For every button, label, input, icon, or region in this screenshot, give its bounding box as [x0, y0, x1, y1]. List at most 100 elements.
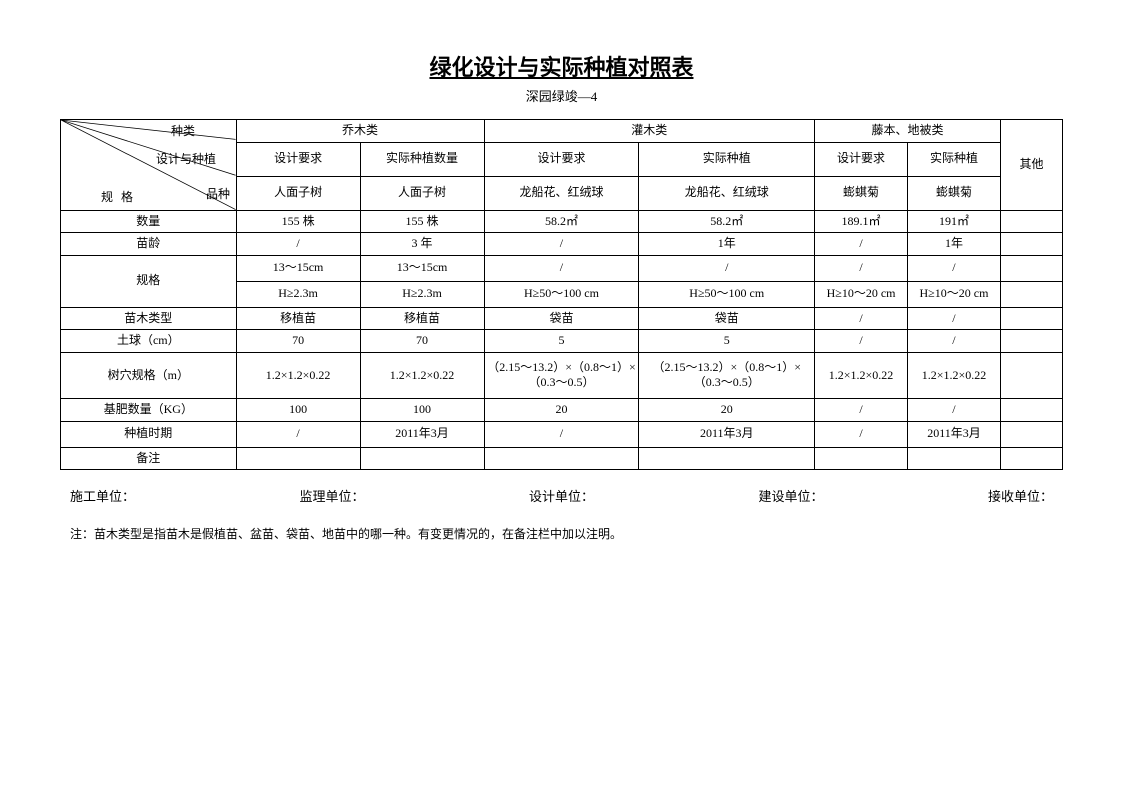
row-qty-label: 数量	[61, 210, 237, 233]
species-shrub-1: 龙船花、红绒球	[484, 176, 639, 210]
species-tree-1: 人面子树	[236, 176, 360, 210]
table-cell: /	[815, 307, 908, 330]
table-cell: /	[815, 255, 908, 281]
diag-label-bot: 规格	[101, 190, 141, 206]
sig-construction: 施工单位：	[70, 486, 135, 505]
table-cell: 20	[484, 398, 639, 421]
col-vine-design: 设计要求	[815, 142, 908, 176]
table-cell: 155 株	[236, 210, 360, 233]
table-cell: 1年	[908, 233, 1001, 256]
table-cell: /	[484, 255, 639, 281]
table-cell	[1000, 210, 1062, 233]
table-cell	[1000, 255, 1062, 281]
table-cell: 1年	[639, 233, 815, 256]
row-type-label: 苗木类型	[61, 307, 237, 330]
table-cell: 100	[360, 398, 484, 421]
table-cell	[639, 447, 815, 470]
table-cell: 58.2㎡	[639, 210, 815, 233]
table-cell: 58.2㎡	[484, 210, 639, 233]
col-tree-actual: 实际种植数量	[360, 142, 484, 176]
table-cell: H≥10～20 cm	[908, 281, 1001, 307]
table-cell: /	[815, 398, 908, 421]
col-group-tree: 乔木类	[236, 120, 484, 143]
table-cell: 移植苗	[360, 307, 484, 330]
col-other: 其他	[1000, 120, 1062, 211]
table-cell	[1000, 307, 1062, 330]
row-age-label: 苗龄	[61, 233, 237, 256]
row-remark-label: 备注	[61, 447, 237, 470]
diag-label-top: 种类	[171, 124, 195, 140]
table-cell: /	[908, 307, 1001, 330]
species-vine-1: 蟛蜞菊	[815, 176, 908, 210]
table-cell: 13～15cm	[236, 255, 360, 281]
table-cell: H≥2.3m	[236, 281, 360, 307]
row-time-label: 种植时期	[61, 421, 237, 447]
table-cell: 70	[360, 330, 484, 353]
table-cell: /	[908, 398, 1001, 421]
table-cell	[236, 447, 360, 470]
table-cell: 5	[639, 330, 815, 353]
table-cell	[360, 447, 484, 470]
table-cell	[1000, 281, 1062, 307]
table-cell: 移植苗	[236, 307, 360, 330]
sig-build: 建设单位：	[758, 486, 823, 505]
table-cell: 1.2×1.2×0.22	[236, 352, 360, 398]
table-cell: /	[908, 255, 1001, 281]
diag-label-low: 品种	[206, 187, 230, 203]
col-tree-design: 设计要求	[236, 142, 360, 176]
table-cell: 1.2×1.2×0.22	[908, 352, 1001, 398]
table-cell: H≥50～100 cm	[484, 281, 639, 307]
page-subtitle: 深园绿竣—4	[60, 86, 1063, 105]
table-cell: 3 年	[360, 233, 484, 256]
diagonal-header: 种类 设计与种植 品种 规格	[61, 120, 237, 211]
diag-label-mid: 设计与种植	[156, 152, 216, 168]
table-cell: /	[908, 330, 1001, 353]
signature-row: 施工单位： 监理单位： 设计单位： 建设单位： 接收单位：	[60, 486, 1063, 505]
col-vine-actual: 实际种植	[908, 142, 1001, 176]
table-cell	[908, 447, 1001, 470]
table-cell: （2.15～13.2）×（0.8～1）×（0.3～0.5）	[639, 352, 815, 398]
table-cell: 5	[484, 330, 639, 353]
table-cell: /	[484, 421, 639, 447]
table-cell	[815, 447, 908, 470]
table-cell: 189.1㎡	[815, 210, 908, 233]
table-cell: 100	[236, 398, 360, 421]
table-cell: 1.2×1.2×0.22	[815, 352, 908, 398]
col-group-shrub: 灌木类	[484, 120, 815, 143]
table-cell: 1.2×1.2×0.22	[360, 352, 484, 398]
note-text: 注：苗木类型是指苗木是假植苗、盆苗、袋苗、地苗中的哪一种。有变更情况的，在备注栏…	[60, 525, 1063, 542]
table-cell: 袋苗	[639, 307, 815, 330]
table-cell: /	[815, 421, 908, 447]
row-spec-label: 规格	[61, 255, 237, 307]
table-cell: /	[484, 233, 639, 256]
row-hole-label: 树穴规格（m）	[61, 352, 237, 398]
planting-table: 种类 设计与种植 品种 规格 乔木类 灌木类 藤本、地被类 其他 设计要求 实际…	[60, 119, 1063, 470]
table-cell: 155 株	[360, 210, 484, 233]
row-fert-label: 基肥数量（KG）	[61, 398, 237, 421]
table-cell	[484, 447, 639, 470]
table-cell: H≥2.3m	[360, 281, 484, 307]
row-ball-label: 土球（cm）	[61, 330, 237, 353]
sig-supervision: 监理单位：	[299, 486, 364, 505]
sig-receive: 接收单位：	[988, 486, 1053, 505]
table-cell: H≥50～100 cm	[639, 281, 815, 307]
table-cell	[1000, 352, 1062, 398]
species-tree-2: 人面子树	[360, 176, 484, 210]
col-group-vine: 藤本、地被类	[815, 120, 1001, 143]
species-vine-2: 蟛蜞菊	[908, 176, 1001, 210]
table-cell: 70	[236, 330, 360, 353]
col-shrub-design: 设计要求	[484, 142, 639, 176]
table-cell: 2011年3月	[639, 421, 815, 447]
table-cell: /	[236, 233, 360, 256]
page-title: 绿化设计与实际种植对照表	[60, 50, 1063, 82]
col-shrub-actual: 实际种植	[639, 142, 815, 176]
table-cell	[1000, 421, 1062, 447]
table-cell	[1000, 233, 1062, 256]
table-cell: 20	[639, 398, 815, 421]
table-cell: 2011年3月	[360, 421, 484, 447]
table-cell: /	[639, 255, 815, 281]
table-cell: /	[815, 330, 908, 353]
table-cell: /	[236, 421, 360, 447]
table-cell: （2.15～13.2）×（0.8～1）×（0.3～0.5）	[484, 352, 639, 398]
species-shrub-2: 龙船花、红绒球	[639, 176, 815, 210]
